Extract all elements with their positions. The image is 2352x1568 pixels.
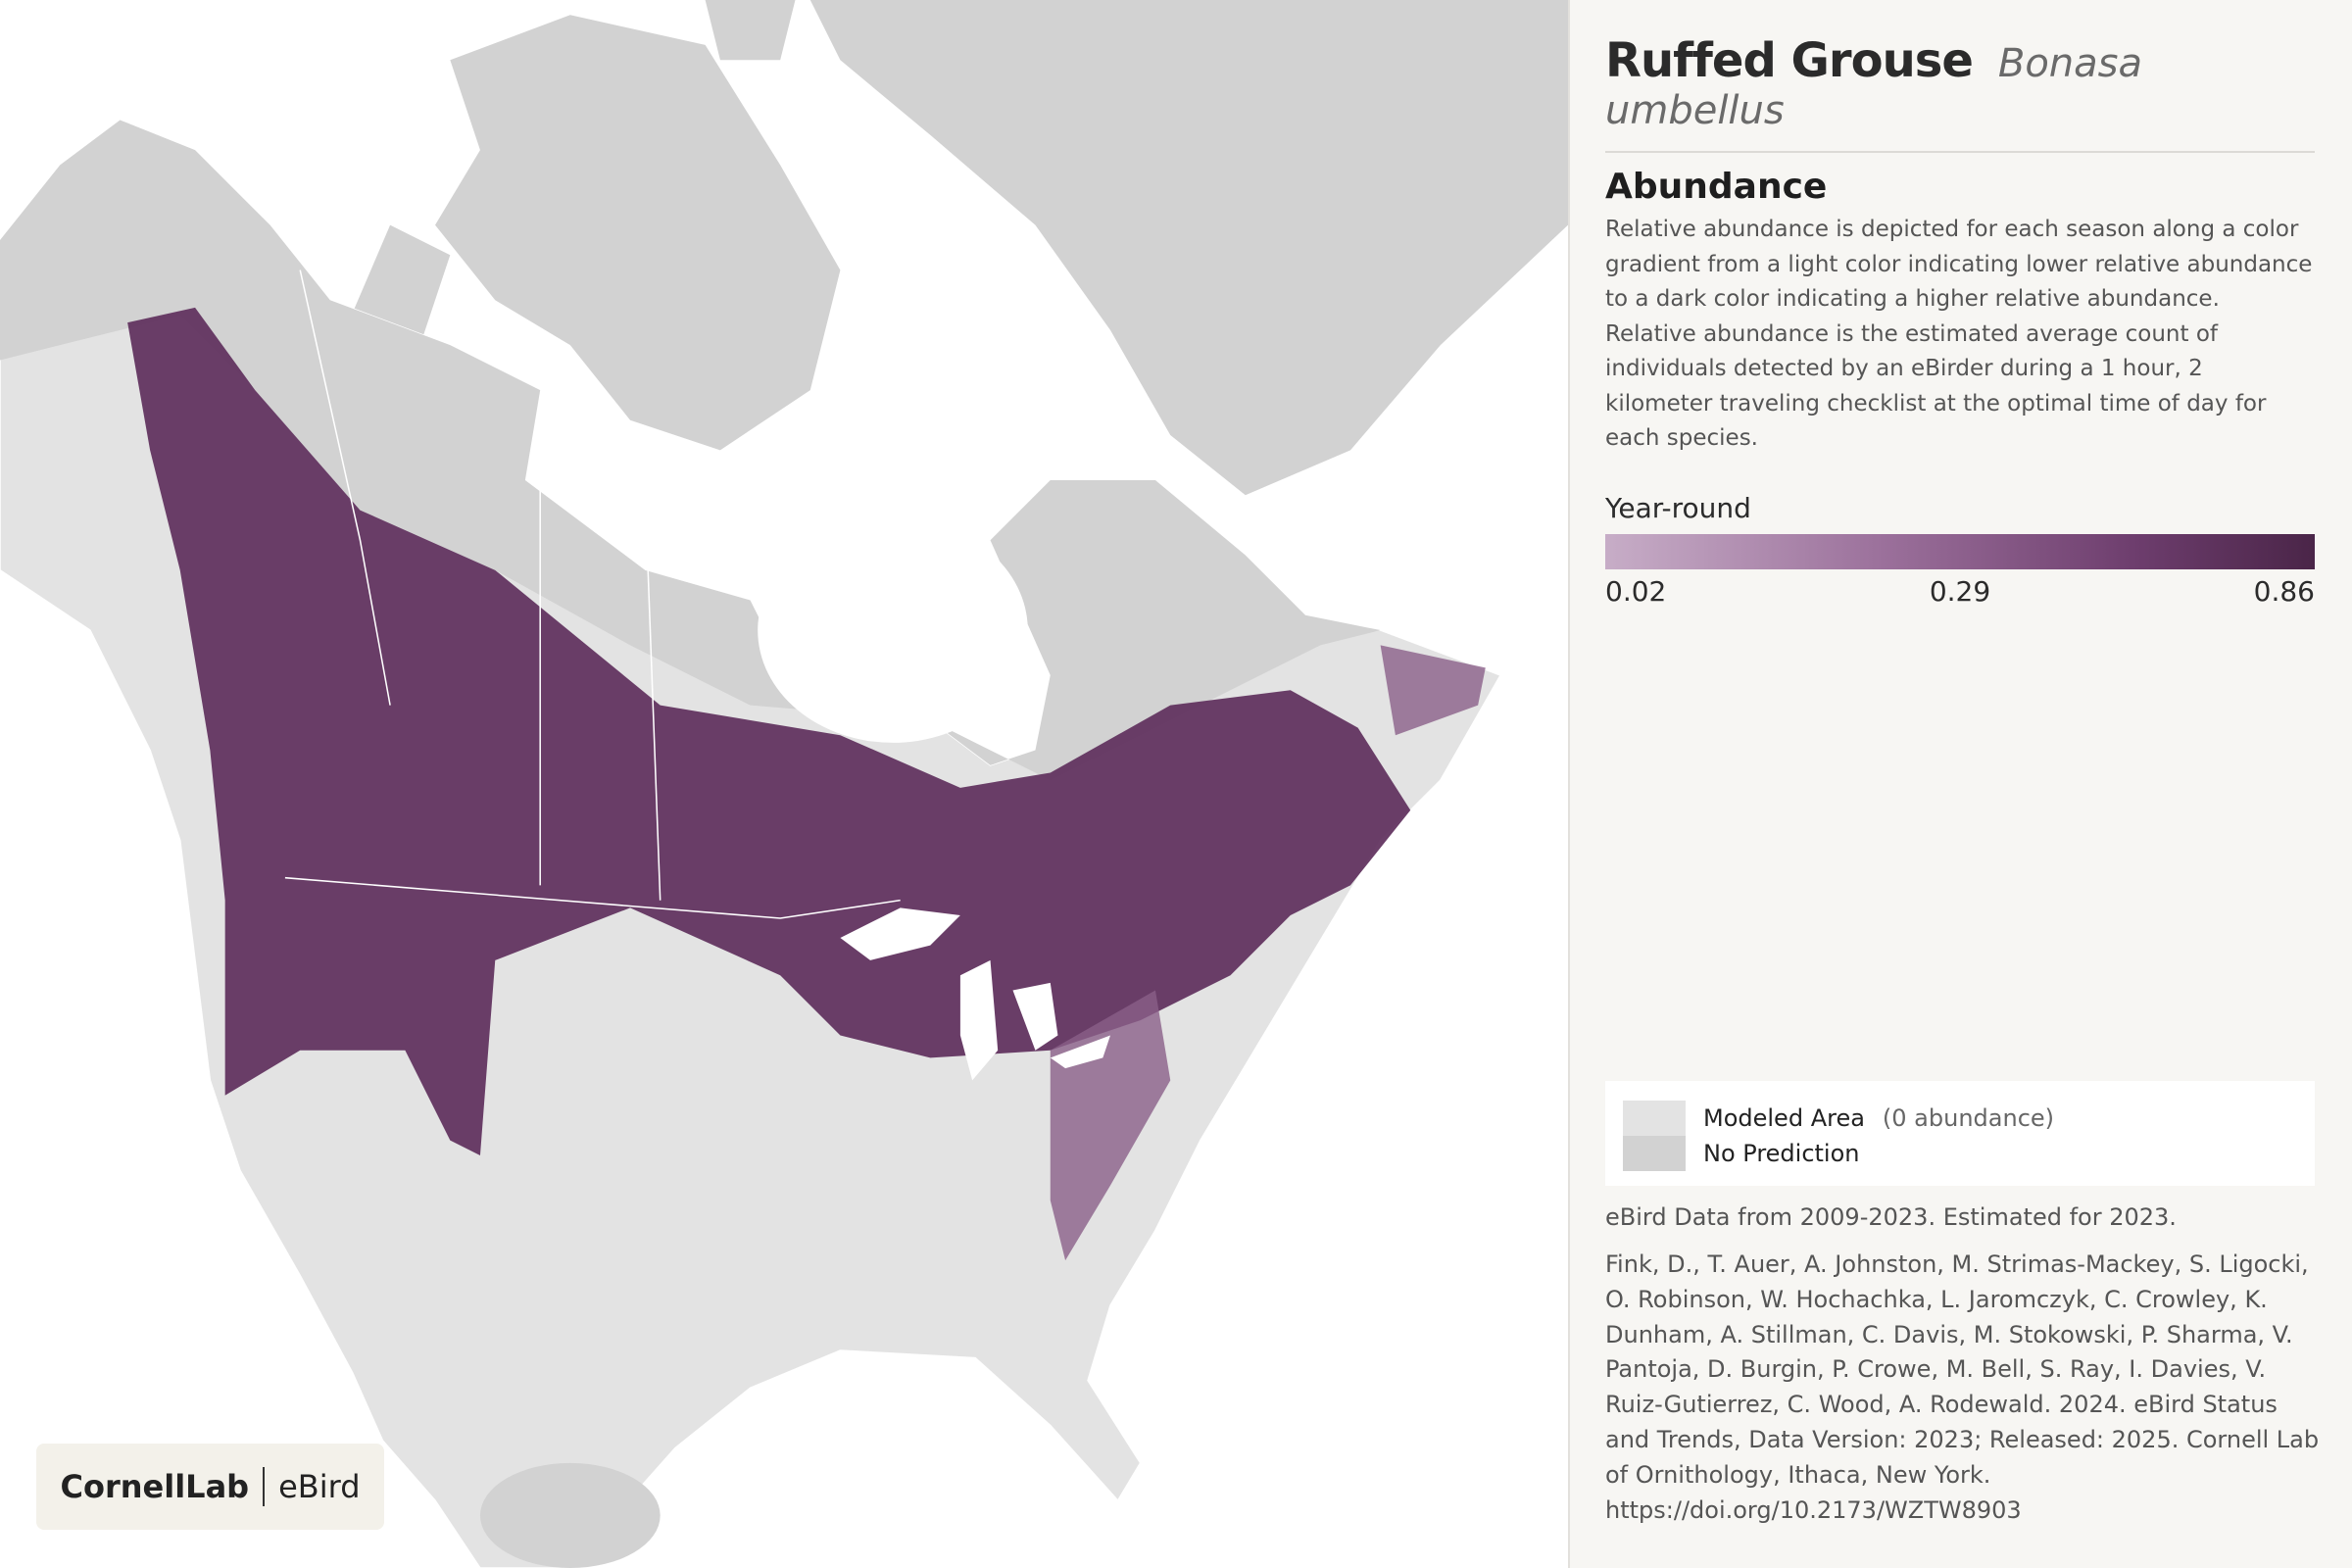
hudson-bay	[758, 517, 1028, 743]
legend-label: No Prediction	[1703, 1140, 1860, 1167]
logo: CornellLab eBird	[36, 1444, 384, 1530]
map	[0, 0, 1568, 1568]
legend-item: Modeled Area (0 abundance)	[1623, 1101, 2315, 1136]
header: Ruffed Grouse Bonasa umbellus	[1605, 33, 2315, 133]
borders	[284, 270, 901, 919]
logo-text: eBird	[278, 1468, 361, 1505]
color-gradient	[1605, 533, 2315, 569]
separator	[263, 1467, 266, 1506]
legend-box: Modeled Area (0 abundance) No Prediction	[1605, 1081, 2315, 1186]
description: Relative abundance is depicted for each …	[1605, 217, 2313, 451]
divider	[1605, 151, 2315, 153]
border	[644, 495, 662, 901]
data-note: eBird Data from 2009-2023. Estimated for…	[1605, 1203, 2177, 1231]
greenland	[809, 0, 1568, 496]
legend-label: Modeled Area	[1703, 1104, 1865, 1132]
side-panel: Ruffed Grouse Bonasa umbellus Abundance R…	[1568, 0, 2352, 1568]
section-title: Abundance	[1605, 167, 1828, 207]
swatch	[1623, 1136, 1686, 1171]
scientific-name: Bonasa umbellus	[1605, 41, 2143, 133]
great-lakes	[840, 907, 1111, 1081]
tick-label: 0.86	[2253, 574, 2315, 608]
tick-label: 0.29	[1929, 574, 1991, 608]
legend-item: No Prediction	[1623, 1136, 2315, 1171]
tick-label: 0.02	[1605, 574, 1667, 608]
no-prediction-north	[0, 120, 1381, 781]
legend-note: (0 abundance)	[1882, 1104, 2055, 1132]
range	[127, 307, 1411, 1155]
border	[299, 270, 391, 706]
range-east	[1050, 645, 1486, 1261]
arctic-islands	[345, 0, 841, 451]
swatch	[1623, 1101, 1686, 1136]
common-name: Ruffed Grouse	[1605, 33, 1974, 88]
season-label: Year-round	[1605, 491, 1751, 524]
citation: Fink, D., T. Auer, A. Johnston, M. Strim…	[1605, 1250, 2320, 1524]
border	[284, 876, 901, 919]
no-prediction-south	[479, 1462, 661, 1568]
gradient-ticks: 0.02 0.29 0.86	[1605, 575, 2315, 608]
logo-text: CornellLab	[60, 1468, 250, 1505]
